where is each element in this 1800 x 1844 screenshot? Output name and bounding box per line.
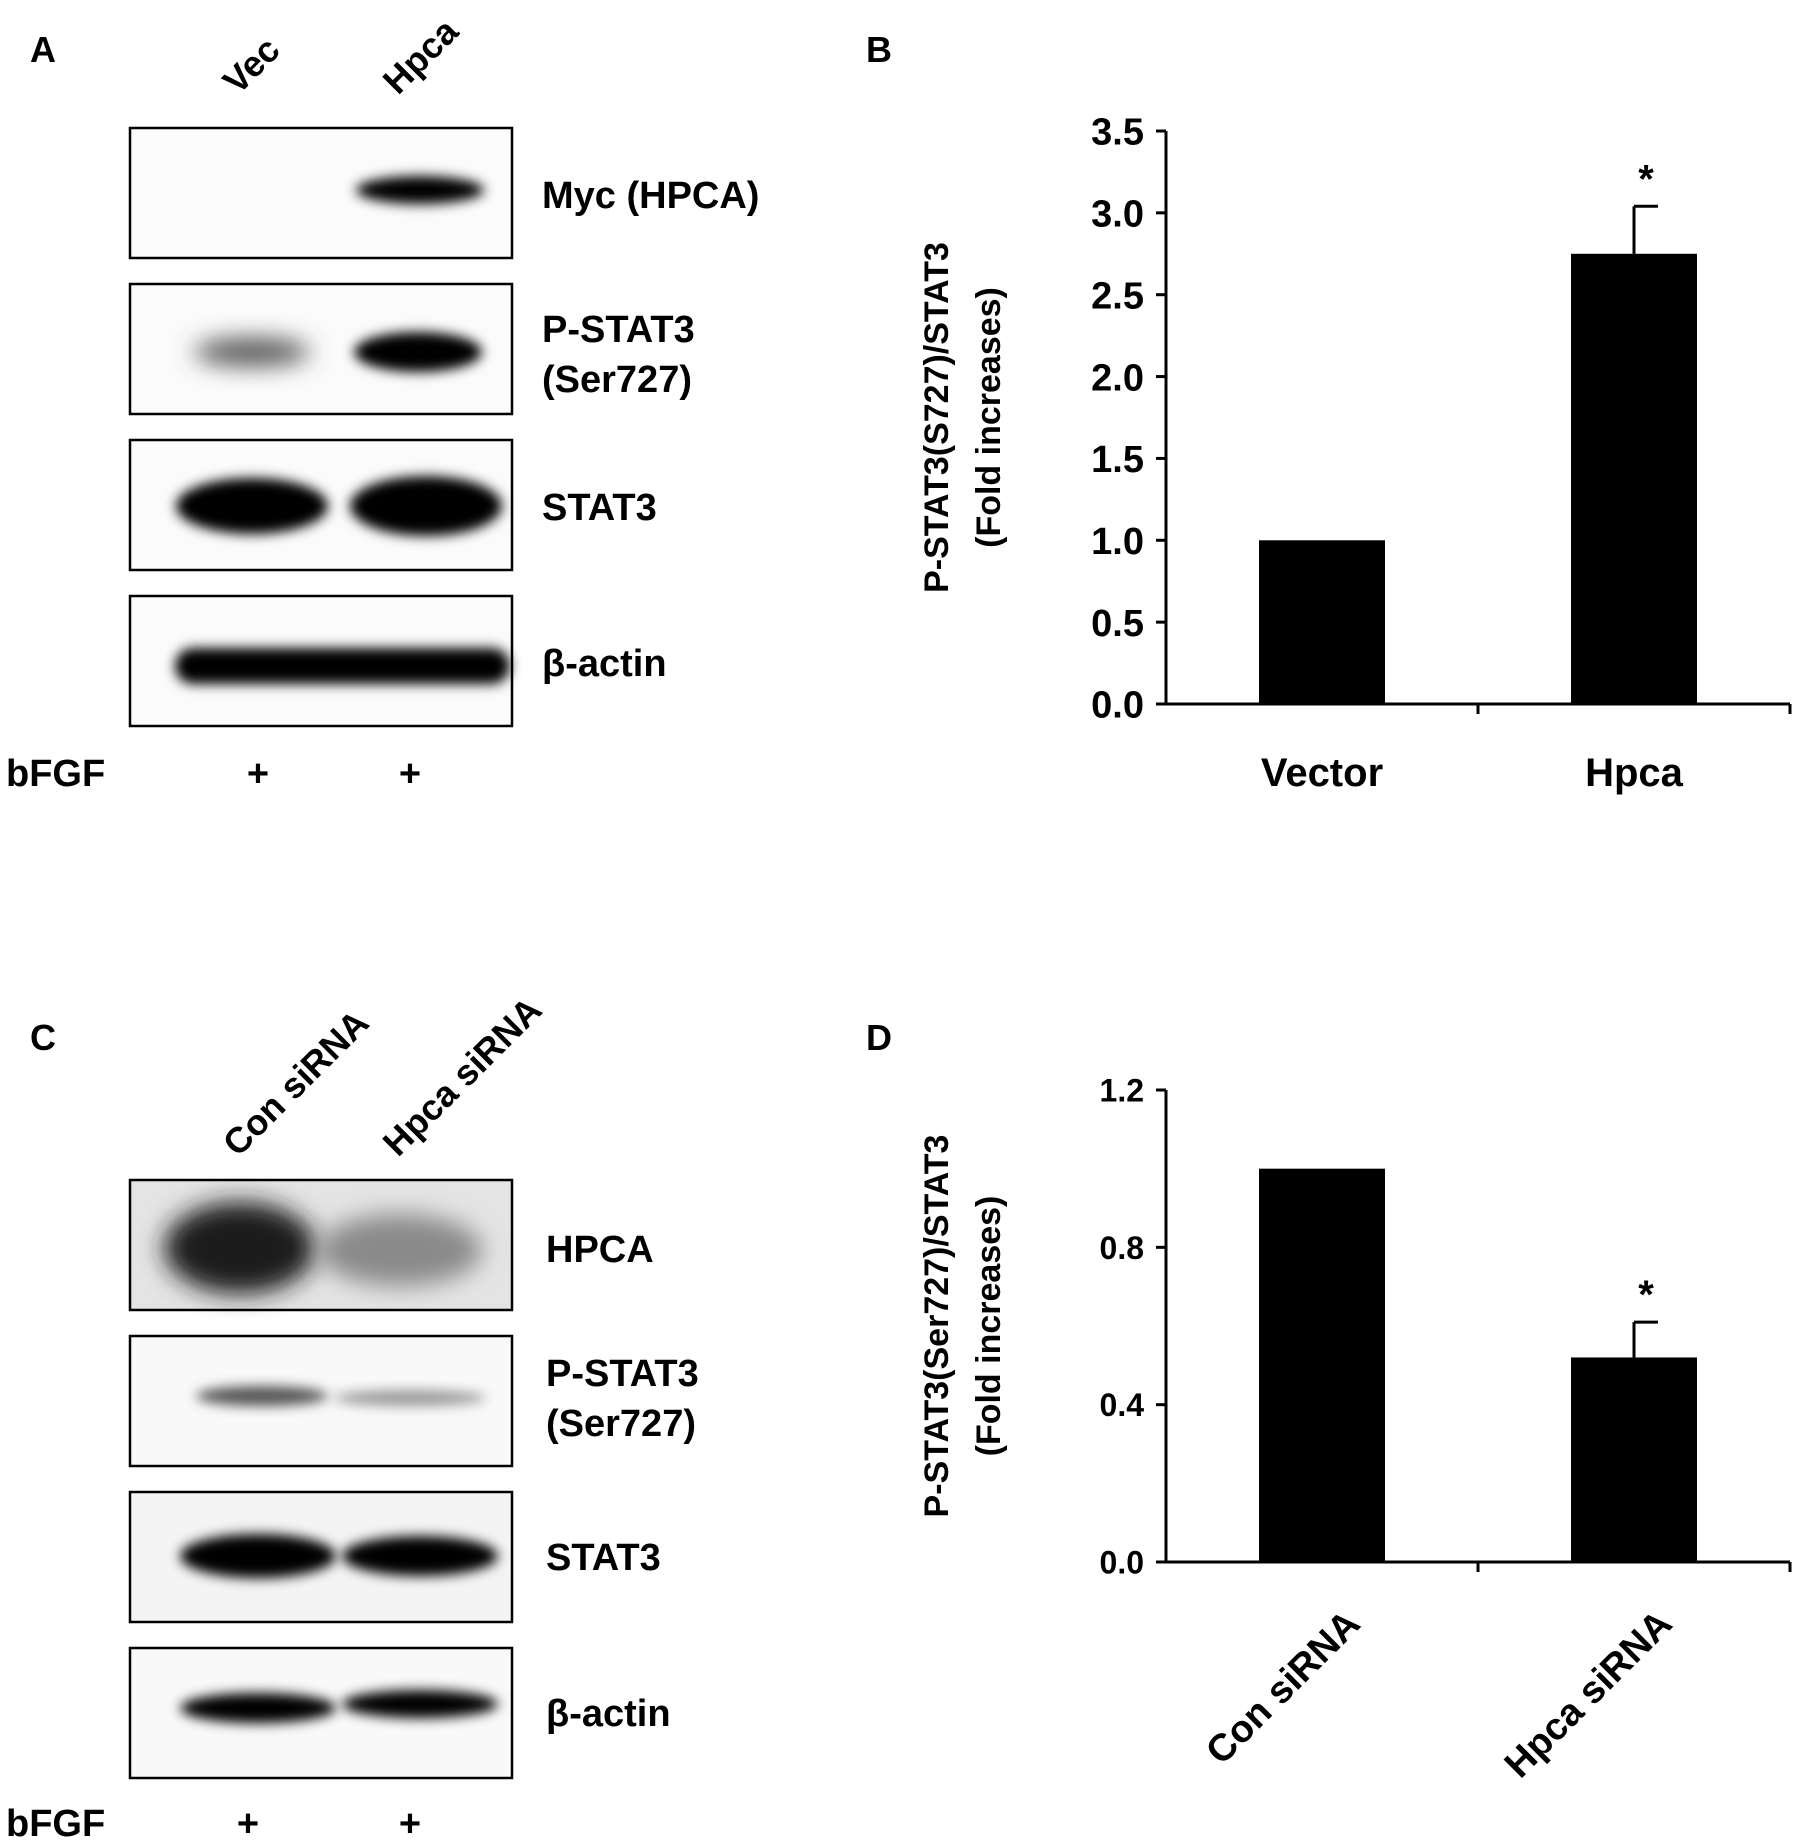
band-p-stat3-hpca xyxy=(354,332,482,372)
x-label-b-0: Vector xyxy=(1261,751,1383,795)
band-stat3-kd xyxy=(342,1536,498,1576)
y-axis-sublabel-d: (Fold increases) xyxy=(970,1196,1008,1457)
band-stat3-con xyxy=(180,1534,336,1578)
bar-d-0 xyxy=(1259,1168,1385,1562)
band-actin-kd xyxy=(342,1690,498,1718)
treatment-label-c: bFGF xyxy=(6,1803,105,1844)
treatment-mark-a-1: + xyxy=(247,753,269,795)
bar-d-1 xyxy=(1571,1357,1697,1562)
blot-label-stat3-a: STAT3 xyxy=(542,487,657,529)
blot-label-stat3-c: STAT3 xyxy=(546,1537,661,1579)
blot-label-actin-c: β-actin xyxy=(546,1693,671,1735)
chart-b: 0.0 0.5 1.0 1.5 2.0 2.5 3.0 3.5 * Vector Hpca P-STA… xyxy=(918,112,1792,795)
treatment-label-a: bFGF xyxy=(6,753,105,795)
significance-d-1: * xyxy=(1638,1273,1654,1317)
lane-label-con-sirna: Con siRNA xyxy=(215,1002,377,1164)
lane-label-hpca: Hpca xyxy=(375,10,467,102)
blot-label-actin-a: β-actin xyxy=(542,643,667,685)
bar-b-0 xyxy=(1259,540,1385,704)
blot-myc-hpca xyxy=(128,126,514,260)
y-tick-label-b-2: 1.0 xyxy=(1091,521,1144,563)
significance-b-1: * xyxy=(1638,157,1654,201)
panel-a-letter: A xyxy=(30,29,56,70)
y-tick-label-b-1: 0.5 xyxy=(1091,603,1144,645)
band-hpca-con xyxy=(164,1202,316,1294)
panel-b-letter: B xyxy=(866,29,892,70)
blot-label-p-stat3-c: P-STAT3 xyxy=(546,1353,699,1395)
y-tick-label-b-4: 2.0 xyxy=(1091,357,1144,399)
x-label-d-1: Hpca siRNA xyxy=(1497,1603,1680,1786)
lane-label-hpca-sirna: Hpca siRNA xyxy=(375,989,550,1164)
y-tick-label-b-5: 2.5 xyxy=(1091,275,1144,317)
lane-label-vec: Vec xyxy=(215,29,288,102)
panel-d-letter: D xyxy=(866,1017,892,1058)
blot-label-ser727-c: (Ser727) xyxy=(546,1403,696,1445)
y-axis-label-b: P-STAT3(S727)/STAT3 xyxy=(918,242,956,593)
y-tick-label-d-2: 0.8 xyxy=(1100,1230,1144,1266)
panel-a: A Vec Hpca Myc (HPCA) P-STAT3 (Ser727) S… xyxy=(6,10,759,795)
blot-label-hpca-c: HPCA xyxy=(546,1229,654,1271)
bar-b-1 xyxy=(1571,253,1697,705)
band-stat3-hpca xyxy=(350,476,502,536)
blot-label-ser727-a: (Ser727) xyxy=(542,359,692,401)
blot-label-p-stat3-a: P-STAT3 xyxy=(542,309,695,351)
y-tick-label-b-6: 3.0 xyxy=(1091,194,1144,236)
band-actin-a xyxy=(175,648,510,684)
y-tick-label-d-1: 0.4 xyxy=(1100,1387,1145,1423)
y-axis-sublabel-b: (Fold increases) xyxy=(970,287,1008,548)
treatment-mark-c-1: + xyxy=(237,1803,259,1844)
y-tick-label-d-3: 1.2 xyxy=(1100,1073,1144,1109)
x-label-b-1: Hpca xyxy=(1585,751,1684,795)
y-tick-label-d-0: 0.0 xyxy=(1100,1545,1144,1581)
chart-d: 0.0 0.4 0.8 1.2 * Con siRNA Hpca siRNA P-STAT3(… xyxy=(918,1073,1792,1786)
band-hpca-kd xyxy=(318,1214,482,1286)
treatment-mark-c-2: + xyxy=(399,1803,421,1844)
panel-c-letter: C xyxy=(30,1017,56,1058)
band-p-stat3-kd xyxy=(334,1390,486,1406)
band-p-stat3-vec xyxy=(194,338,310,366)
y-tick-label-b-0: 0.0 xyxy=(1091,685,1144,727)
blot-hpca-c xyxy=(128,1178,514,1312)
x-label-d-0: Con siRNA xyxy=(1198,1603,1368,1773)
band-actin-con xyxy=(180,1693,336,1723)
band-myc-hpca xyxy=(356,176,484,204)
y-axis-label-d: P-STAT3(Ser727)/STAT3 xyxy=(918,1135,956,1518)
treatment-mark-a-2: + xyxy=(399,753,421,795)
band-p-stat3-con xyxy=(196,1386,328,1406)
blot-label-myc-hpca: Myc (HPCA) xyxy=(542,175,759,217)
blot-stat3-c xyxy=(128,1490,514,1624)
blot-actin-a xyxy=(128,594,514,728)
band-stat3-vec xyxy=(176,478,328,534)
panel-c: C Con siRNA Hpca siRNA HPCA P-STAT3 (Ser… xyxy=(6,989,699,1844)
blot-stat3-a xyxy=(128,438,514,572)
blot-p-stat3-a xyxy=(128,282,514,416)
blot-actin-c xyxy=(128,1646,514,1780)
y-tick-label-b-7: 3.5 xyxy=(1091,112,1144,154)
y-tick-label-b-3: 1.5 xyxy=(1091,439,1144,481)
blot-p-stat3-c xyxy=(128,1334,514,1468)
